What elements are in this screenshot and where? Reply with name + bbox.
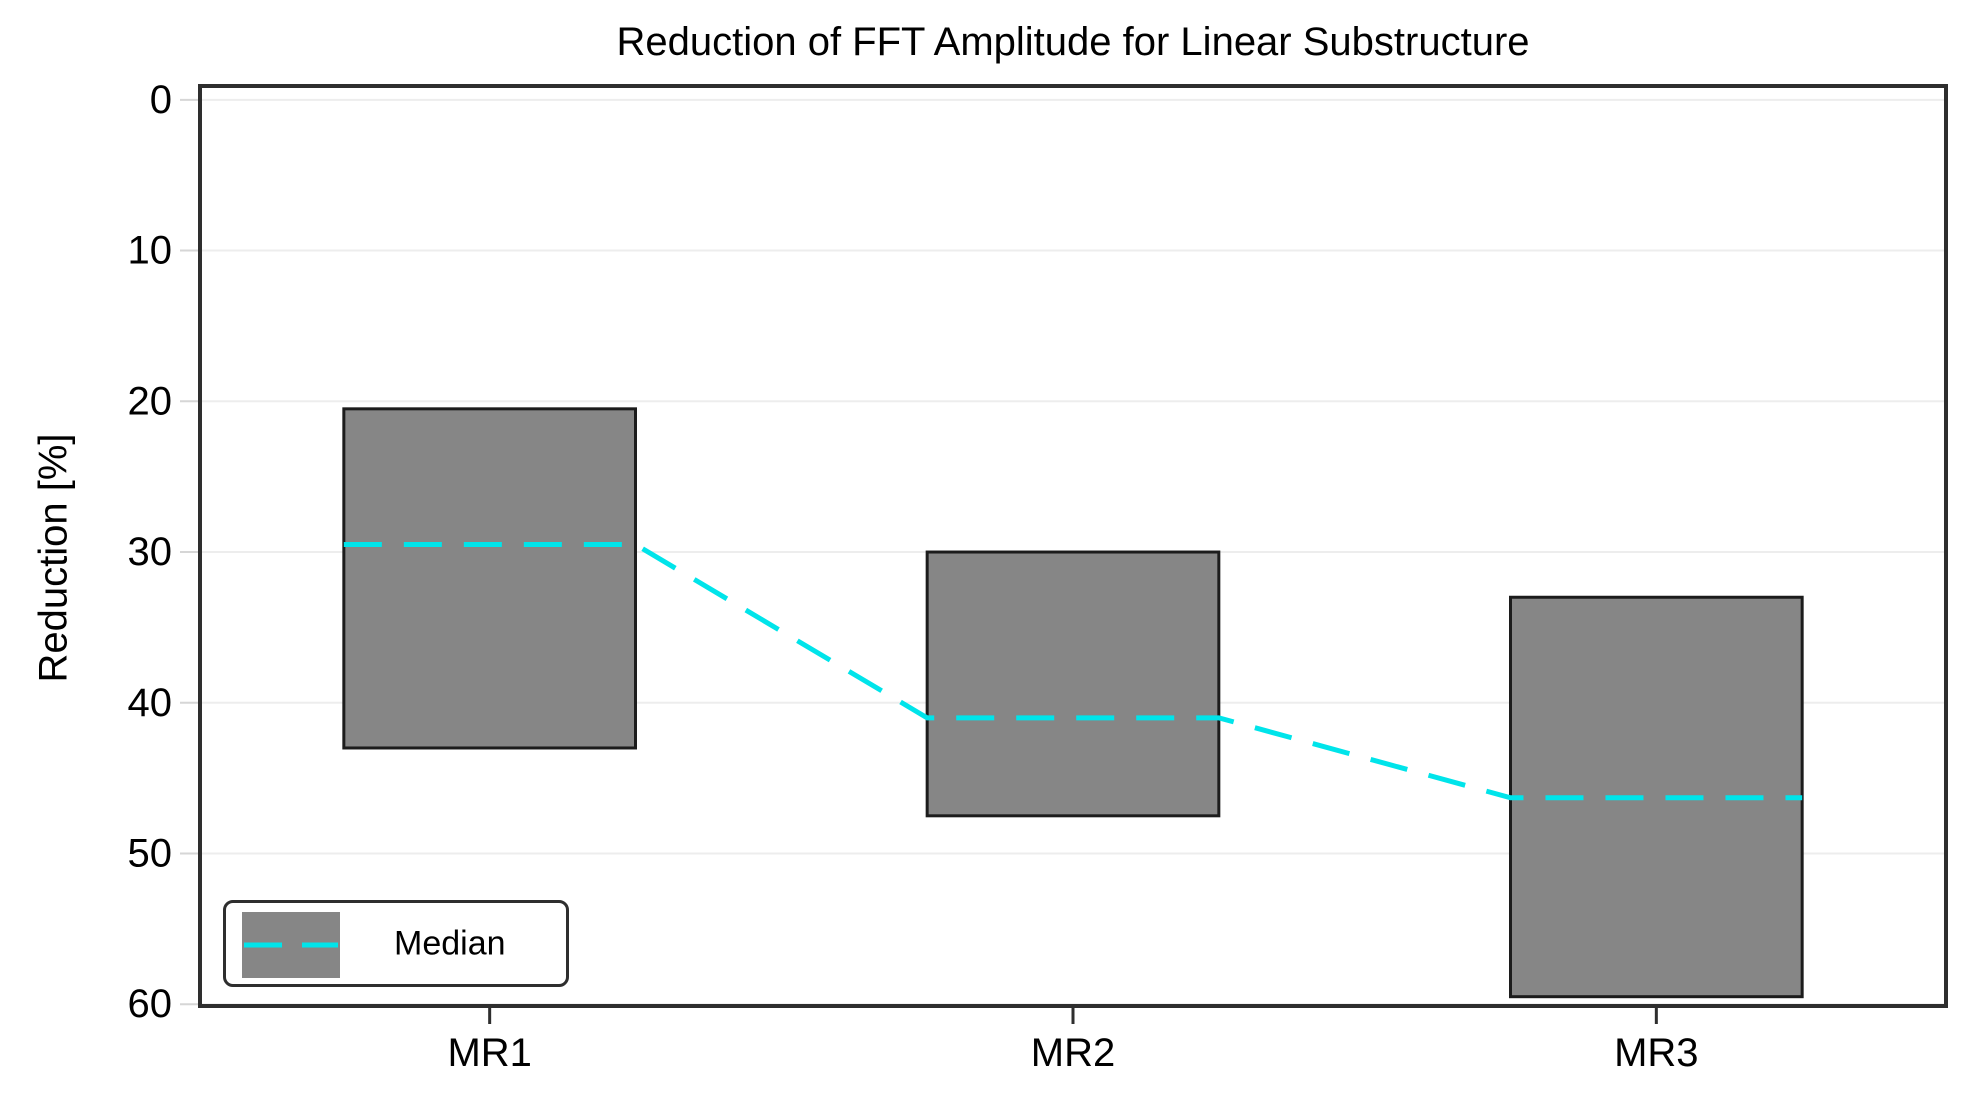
y-tick-label: 40 bbox=[128, 681, 173, 725]
chart-title: Reduction of FFT Amplitude for Linear Su… bbox=[616, 20, 1530, 64]
y-tick-label: 10 bbox=[128, 229, 173, 273]
legend-swatch-box bbox=[242, 912, 340, 978]
y-axis-label: Reduction [%] bbox=[31, 433, 76, 683]
x-category-label: MR3 bbox=[1614, 1031, 1698, 1075]
legend-label: Median bbox=[394, 924, 506, 962]
plot-frame bbox=[198, 84, 1948, 1008]
y-tick-label: 20 bbox=[128, 379, 173, 423]
x-category-label: MR2 bbox=[1031, 1031, 1115, 1075]
legend: Median bbox=[223, 900, 569, 987]
bar-MR1 bbox=[342, 407, 637, 750]
y-tick-label: 50 bbox=[128, 831, 173, 875]
y-tick-label: 60 bbox=[128, 982, 173, 1026]
bar-MR2 bbox=[925, 550, 1221, 818]
y-tick-label: 0 bbox=[150, 78, 172, 122]
median-line bbox=[343, 541, 1803, 801]
y-tick-label: 30 bbox=[128, 530, 173, 574]
x-category-label: MR1 bbox=[447, 1031, 531, 1075]
